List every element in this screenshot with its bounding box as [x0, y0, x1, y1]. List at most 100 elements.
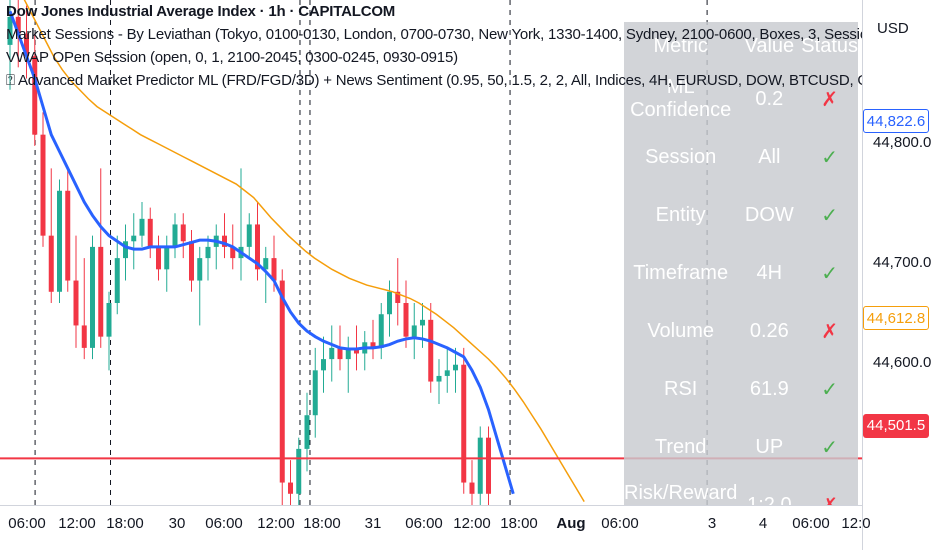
- candle-body: [477, 437, 483, 494]
- candle-body: [354, 347, 359, 354]
- candle-body: [370, 342, 376, 348]
- metric-status: ✗: [821, 320, 839, 343]
- vwap-line: [8, 10, 515, 495]
- candle-body: [40, 134, 46, 236]
- last-price-tag: 44,501.5: [863, 414, 929, 438]
- time-tick: 06:00: [205, 515, 243, 532]
- time-tick: 18:00: [500, 515, 538, 532]
- time-tick: 06:00: [792, 515, 830, 532]
- candle-body: [387, 291, 392, 315]
- candle-body: [428, 319, 434, 382]
- price-axis[interactable]: USD 44,800.0 44,700.0 44,600.0 44,822.6 …: [862, 0, 932, 550]
- candle-body: [444, 370, 450, 376]
- candle-body: [106, 303, 112, 337]
- candle-body: [65, 190, 71, 281]
- candle-body: [7, 16, 13, 45]
- candle-body: [90, 246, 95, 348]
- metric-name: RSI: [664, 377, 698, 400]
- time-axis[interactable]: 06:00 12:00 18:00 30 06:00 12:00 18:00 31 06:00 1…: [0, 505, 871, 551]
- candle-body: [486, 437, 491, 494]
- metric-value: 0.26: [749, 319, 789, 342]
- metrics-row: Session All ✓: [624, 128, 858, 186]
- candle-body: [48, 235, 54, 292]
- candle-body: [81, 325, 87, 348]
- time-tick: 12:00: [453, 515, 491, 532]
- indicator-vwap[interactable]: VWAP OPen Session (open, 0, 1, 2100-2045…: [6, 49, 458, 66]
- candle-body: [378, 314, 384, 348]
- candle-body: [98, 246, 104, 337]
- candle-body: [296, 448, 302, 494]
- candle-body: [131, 235, 137, 242]
- header-value: Value: [744, 34, 795, 57]
- candle-body: [57, 190, 62, 292]
- metric-name: Volume: [647, 319, 715, 342]
- metric-value: 1:2.0: [747, 493, 792, 506]
- candle-body: [246, 224, 252, 247]
- metric-name: ML Confidence: [630, 76, 732, 121]
- candle-body: [411, 325, 417, 337]
- candle-body: [436, 375, 442, 382]
- candle-body: [156, 246, 161, 270]
- metric-value: UP: [755, 435, 784, 458]
- time-tick: 30: [168, 515, 186, 532]
- candle-body: [205, 246, 211, 259]
- candle-body: [403, 303, 409, 337]
- indicator-market-sessions[interactable]: Market Sessions - By Leviathan (Tokyo, 0…: [6, 26, 862, 43]
- indicator-market-predictor[interactable]: ⍰ Advanced Market Predictor ML (FRD/FGD/…: [6, 72, 862, 89]
- candle-body: [32, 56, 38, 135]
- candle-body: [329, 347, 335, 360]
- metric-value: 61.9: [749, 377, 789, 400]
- chart-pane[interactable]: Dow Jones Industrial Average Index · 1h …: [0, 0, 862, 505]
- metric-name: Trend: [654, 435, 707, 458]
- metrics-row: Trend UP ✓: [624, 418, 858, 476]
- candle-body: [164, 246, 170, 270]
- metric-status: ✓: [821, 262, 839, 285]
- metric-status: ✓: [821, 146, 839, 169]
- time-tick: 31: [364, 515, 382, 532]
- orange-vwap-line: [23, 0, 585, 503]
- time-tick: Aug: [556, 515, 586, 532]
- metric-name: Risk/Reward Ratio: [624, 482, 738, 504]
- time-tick: 12:00: [58, 515, 96, 532]
- vwap-price-tag: 44,822.6: [863, 109, 929, 133]
- candle-body: [469, 482, 475, 494]
- price-tick: 44,700.0: [873, 254, 932, 271]
- currency-label[interactable]: USD: [877, 20, 909, 37]
- candle-body: [15, 16, 21, 34]
- candle-body: [73, 280, 79, 326]
- time-tick: 4: [758, 515, 768, 532]
- candle-body: [312, 370, 318, 416]
- header-metric: Metric: [653, 34, 708, 57]
- metric-status: ✗: [801, 476, 858, 506]
- candle-body: [279, 280, 285, 483]
- candle-body: [255, 224, 260, 270]
- chart-legend: Dow Jones Industrial Average Index · 1h …: [6, 0, 862, 92]
- metrics-table: Metric Value Status ML Confidence 0.2 ✗ Ses…: [624, 22, 858, 505]
- time-tick: 06:00: [405, 515, 443, 532]
- candle-body: [114, 258, 120, 303]
- candle-body: [222, 235, 227, 247]
- candle-body: [197, 258, 203, 281]
- candle-body: [453, 364, 458, 371]
- time-tick: 3: [707, 515, 717, 532]
- metric-value: DOW: [744, 203, 794, 226]
- metric-value: 0.2: [755, 87, 784, 110]
- metric-name: Session: [645, 145, 717, 168]
- price-tick: 44,600.0: [873, 354, 932, 371]
- metrics-row: RSI 61.9 ✓: [624, 360, 858, 418]
- time-tick: 18:00: [106, 515, 144, 532]
- metric-name: Entity: [655, 203, 706, 226]
- orange-line-price-tag: 44,612.8: [863, 306, 929, 330]
- metrics-row: Risk/Reward Ratio 1:2.0 ✗: [624, 476, 858, 505]
- candle-body: [304, 415, 310, 449]
- metrics-row: Entity DOW ✓: [624, 186, 858, 244]
- time-tick: 06:00: [601, 515, 639, 532]
- time-tick: 06:00: [8, 515, 46, 532]
- candle-body: [180, 224, 186, 242]
- candle-body: [189, 241, 194, 281]
- candle-body: [345, 347, 351, 360]
- metric-name: Timeframe: [633, 261, 729, 284]
- candle-body: [147, 218, 153, 247]
- time-tick: 12:0: [841, 515, 871, 532]
- symbol-title[interactable]: Dow Jones Industrial Average Index · 1h …: [6, 3, 396, 20]
